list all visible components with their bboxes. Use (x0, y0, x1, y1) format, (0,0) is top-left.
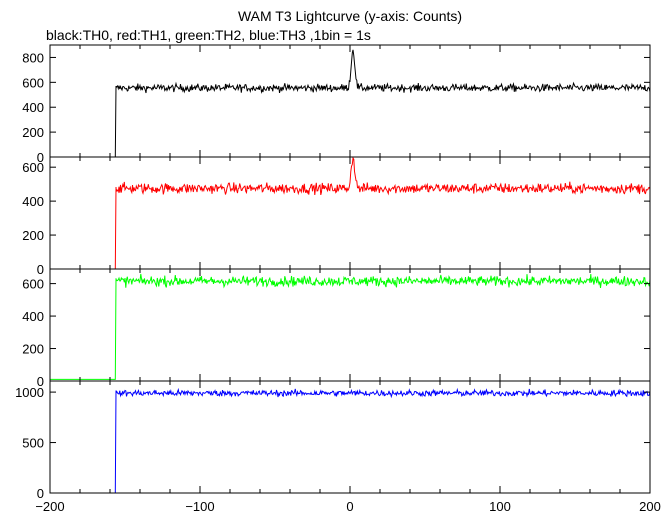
x-tick-label: 0 (346, 499, 353, 514)
y-tick-label: 0 (37, 262, 44, 277)
y-tick-label: 0 (37, 374, 44, 389)
panel-th3: 0 500 1000 (15, 380, 651, 501)
y-tick-label: 400 (22, 309, 44, 324)
y-tick-label: 600 (22, 160, 44, 175)
series-th3-line (50, 387, 651, 494)
y-tick-label: 200 (22, 228, 44, 243)
y-tick-label: 400 (22, 100, 44, 115)
x-tick-label: 100 (489, 499, 511, 514)
panel-frame (49, 44, 651, 158)
x-tick-label: −200 (35, 499, 64, 514)
panel-th1: 0 200 400 600 (22, 156, 651, 277)
x-tick-label: 200 (639, 499, 661, 514)
x-tick-label: −100 (185, 499, 214, 514)
y-tick-label: 1000 (15, 385, 44, 400)
y-tick-label: 0 (37, 150, 44, 165)
series-th1-line (50, 156, 651, 270)
y-tick-label: 800 (22, 50, 44, 65)
panel-frame (49, 268, 651, 382)
y-tick-label: 500 (22, 436, 44, 451)
series-th2-line (50, 273, 651, 380)
y-tick-label: 400 (22, 194, 44, 209)
chart-subtitle: black:TH0, red:TH1, green:TH2, blue:TH3 … (46, 27, 371, 43)
panel-th0: 0 200 400 600 800 (22, 44, 651, 165)
y-tick-label: 0 (37, 486, 44, 501)
y-tick-label: 600 (22, 277, 44, 292)
y-tick-label: 200 (22, 342, 44, 357)
series-th0-line (50, 49, 651, 158)
y-tick-label: 200 (22, 125, 44, 140)
chart-title: WAM T3 Lightcurve (y-axis: Counts) (237, 8, 463, 24)
panel-frame (49, 156, 651, 270)
panel-th2: 0 200 400 600 (22, 268, 651, 389)
panel-frame (49, 380, 651, 494)
y-tick-label: 600 (22, 75, 44, 90)
